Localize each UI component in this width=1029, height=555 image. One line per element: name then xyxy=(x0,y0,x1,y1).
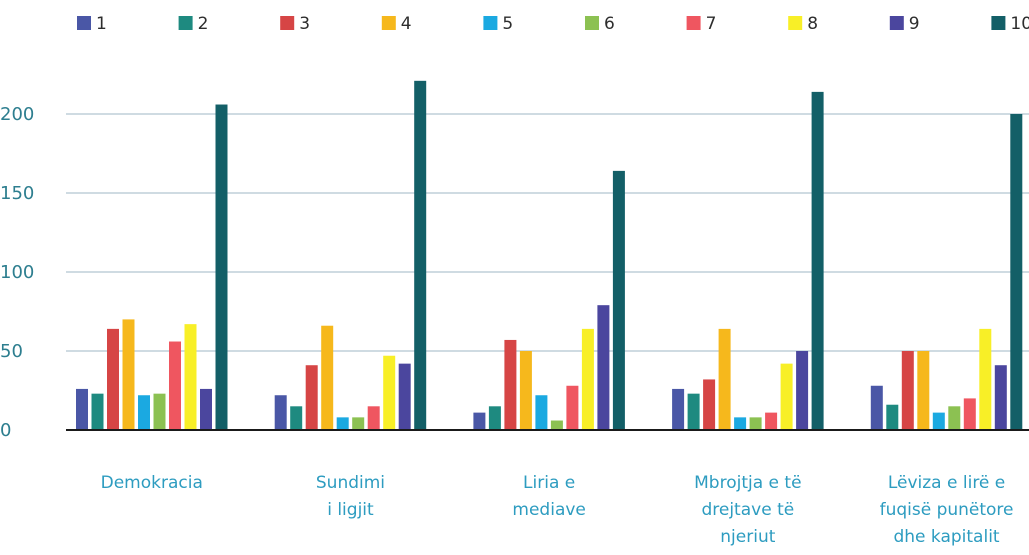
bar xyxy=(994,365,1007,430)
legend-label: 9 xyxy=(909,14,920,34)
gridlines xyxy=(66,113,1029,352)
category-label: dhe kapitalit xyxy=(893,527,999,547)
bar xyxy=(811,91,824,430)
legend-label: 8 xyxy=(807,14,818,34)
legend-swatch xyxy=(788,16,803,30)
category-label: mediave xyxy=(512,500,585,520)
bar xyxy=(414,80,427,430)
legend-swatch xyxy=(686,16,701,30)
bar xyxy=(398,363,411,430)
bar xyxy=(597,305,610,430)
category-label: Sundimi xyxy=(316,473,385,493)
bar xyxy=(581,328,594,430)
legend-label: 4 xyxy=(401,14,412,34)
y-tick-label: 0 xyxy=(0,420,11,441)
bar xyxy=(932,412,945,430)
bar xyxy=(138,395,150,430)
bar xyxy=(215,104,228,431)
y-tick-label: 150 xyxy=(0,183,34,204)
legend-label: 5 xyxy=(502,14,513,34)
legend: 1 2 3 4 5 6 7 8 9 10 xyxy=(77,14,1029,34)
bar xyxy=(703,379,716,430)
bar xyxy=(184,324,197,430)
legend-swatch xyxy=(280,16,295,30)
bar xyxy=(780,363,793,430)
category-label: Lëviza e lirë e xyxy=(888,473,1005,493)
bar xyxy=(76,388,88,430)
legend-swatch xyxy=(178,16,193,30)
bar xyxy=(901,351,914,430)
bar xyxy=(336,417,349,430)
y-axis-ticks: 0 50 100 150 200 xyxy=(0,104,34,441)
category-labels: Demokracia Sundimi i ligjit Liria e mediave M… xyxy=(101,473,1014,547)
y-tick-label: 100 xyxy=(0,262,34,283)
bar xyxy=(383,355,396,430)
legend-swatch xyxy=(991,16,1006,30)
bar xyxy=(488,406,501,430)
bar xyxy=(153,393,166,430)
bar xyxy=(687,393,700,430)
bar xyxy=(352,417,365,430)
legend-label: 6 xyxy=(604,14,615,34)
category-label: drejtave të xyxy=(701,500,794,520)
bar xyxy=(886,404,899,430)
bar xyxy=(169,341,181,430)
legend-label: 3 xyxy=(299,14,310,34)
legend-swatch xyxy=(889,16,904,30)
bar xyxy=(200,388,212,430)
bar xyxy=(948,406,961,430)
bar xyxy=(734,417,747,430)
bar xyxy=(718,328,731,430)
bar xyxy=(550,420,563,430)
category-label: Mbrojtja e të xyxy=(694,473,801,493)
bar xyxy=(305,365,318,430)
legend-label: 2 xyxy=(198,14,209,34)
category-label: i ligjit xyxy=(327,500,374,520)
legend-swatch xyxy=(585,16,599,30)
legend-label: 10 xyxy=(1010,14,1029,34)
bar xyxy=(979,328,992,430)
bar xyxy=(535,395,548,430)
bar xyxy=(473,412,486,430)
bar xyxy=(566,385,579,430)
legend-swatch xyxy=(483,16,498,30)
legend-swatch xyxy=(77,16,91,30)
bar xyxy=(91,393,104,430)
bar xyxy=(107,328,119,430)
bar xyxy=(963,398,976,430)
y-tick-label: 50 xyxy=(0,341,23,362)
legend-label: 7 xyxy=(706,14,717,34)
bar xyxy=(504,339,517,430)
bar xyxy=(1010,114,1023,430)
bar xyxy=(122,319,135,430)
bar xyxy=(612,170,625,430)
bar xyxy=(672,388,685,430)
category-label: Demokracia xyxy=(101,473,203,493)
legend-swatch xyxy=(381,16,396,30)
category-label: Liria e xyxy=(523,473,575,493)
bar xyxy=(519,351,532,430)
y-tick-label: 200 xyxy=(0,104,34,125)
bar xyxy=(321,325,334,430)
bar xyxy=(290,406,303,430)
bar xyxy=(367,406,380,430)
bar xyxy=(749,417,762,430)
legend-label: 1 xyxy=(96,14,107,34)
category-label: njeriut xyxy=(720,527,775,547)
bar xyxy=(917,351,930,430)
bar xyxy=(274,395,287,430)
bars xyxy=(76,80,1023,431)
bar xyxy=(796,351,809,430)
bar xyxy=(765,412,778,430)
bar xyxy=(870,385,883,430)
category-label: fuqisë punëtore xyxy=(880,500,1014,520)
